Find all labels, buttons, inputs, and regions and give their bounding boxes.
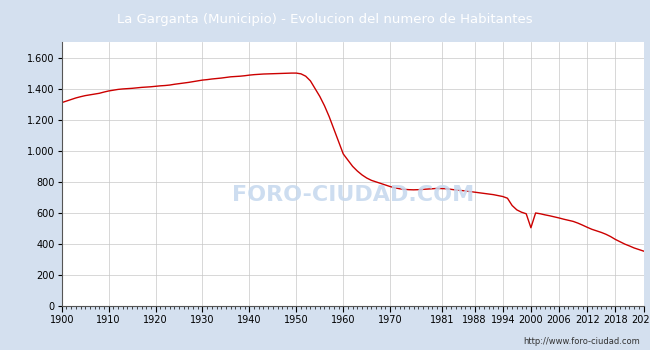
- Text: http://www.foro-ciudad.com: http://www.foro-ciudad.com: [523, 337, 640, 346]
- Text: FORO-CIUDAD.COM: FORO-CIUDAD.COM: [231, 185, 474, 205]
- Text: La Garganta (Municipio) - Evolucion del numero de Habitantes: La Garganta (Municipio) - Evolucion del …: [117, 13, 533, 26]
